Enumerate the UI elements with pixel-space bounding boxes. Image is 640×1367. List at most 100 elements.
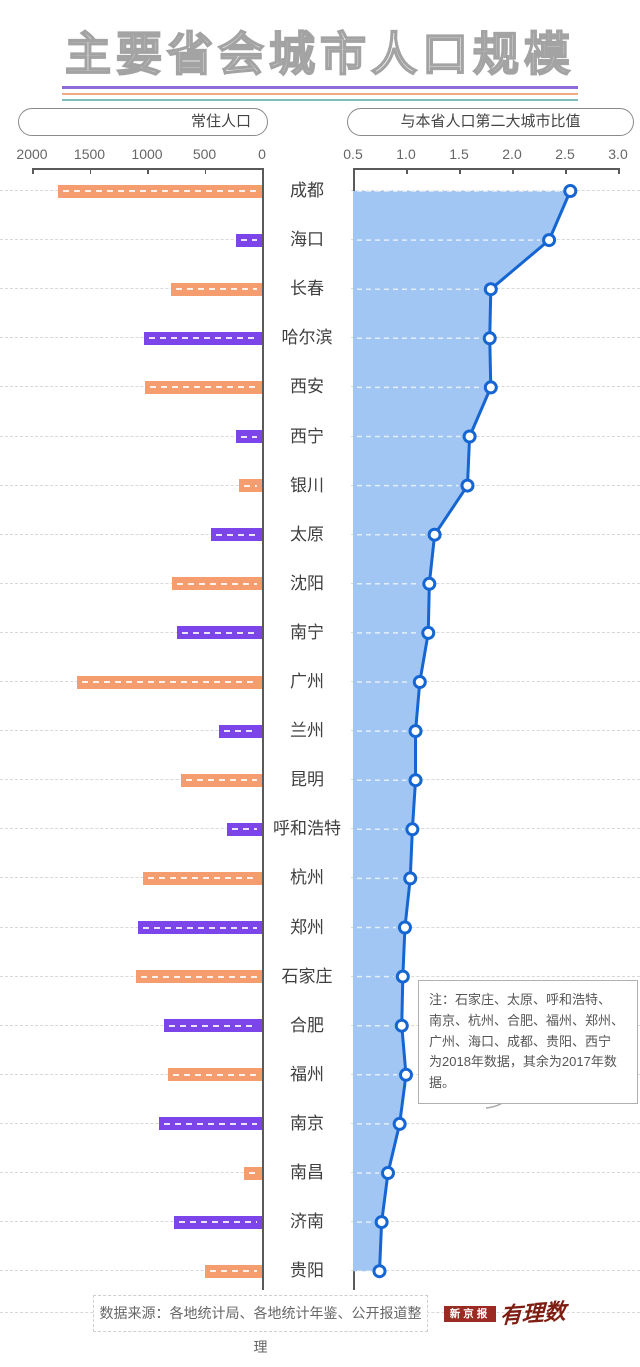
population-bar [218, 724, 262, 738]
left-panel-header-pill: 常住人口 [18, 108, 268, 136]
city-label: 海口 [264, 228, 350, 253]
ratio-point [542, 233, 557, 248]
left-panel-title: 常住人口 [190, 113, 251, 130]
population-bar [168, 1068, 262, 1082]
ratio-axis-tick [512, 168, 514, 174]
bar-dash-pattern [169, 1024, 257, 1027]
ratio-axis-tick [565, 168, 567, 174]
population-bar [171, 282, 262, 296]
city-label: 成都 [264, 179, 350, 203]
ratio-point [408, 724, 423, 739]
bar-dash-pattern [143, 926, 257, 929]
ratio-point [412, 675, 427, 689]
population-bar [164, 1019, 262, 1033]
title-underline-teal [62, 99, 578, 101]
population-bar [159, 1117, 262, 1131]
bar-dash-pattern [241, 239, 257, 242]
bar-dash-pattern [231, 828, 257, 831]
right-panel-header-pill: 与本省人口第二大城市比值 [347, 108, 634, 136]
ratio-point [380, 1166, 395, 1180]
population-axis-tick [89, 168, 91, 174]
bar-dash-pattern [164, 1122, 257, 1125]
source-text: 数据来源：各地统计局、各地统计年鉴、公开报道整理 [99, 1305, 422, 1355]
ratio-axis-tick [618, 168, 620, 174]
bar-dash-pattern [173, 1073, 257, 1076]
population-bar [144, 331, 262, 345]
city-label: 郑州 [264, 915, 350, 940]
ratio-point [403, 871, 418, 886]
city-label: 合肥 [264, 1013, 350, 1038]
ratio-point [408, 773, 423, 788]
note-line: 注：石家庄、太原、呼和浩特、 [429, 992, 612, 1007]
ratio-axis-tick-label: 3.0 [608, 146, 628, 162]
bar-dash-pattern [63, 190, 257, 192]
population-bar [136, 970, 262, 984]
note-line: 广州、海口、成都、贵阳、西宁 [429, 1033, 612, 1049]
ratio-axis-tick-label: 1.0 [396, 146, 416, 162]
city-label: 杭州 [264, 866, 350, 891]
city-label: 西安 [264, 375, 350, 400]
bar-dash-pattern [176, 582, 257, 585]
ratio-point [405, 822, 420, 837]
source-box: 数据来源：各地统计局、各地统计年鉴、公开报道整理 [93, 1295, 428, 1355]
population-bar [142, 871, 262, 885]
ratio-axis-line [353, 168, 618, 170]
bar-dash-pattern [141, 975, 257, 978]
city-label: 沈阳 [264, 571, 350, 596]
page-title: 主要省会城市人口规模 [64, 27, 575, 81]
bar-dash-pattern [181, 631, 257, 634]
city-label: 南昌 [264, 1161, 350, 1185]
population-bar [243, 1166, 262, 1180]
right-panel-title: 与本省人口第二大城市比值 [400, 113, 581, 130]
youlishu-logo: 有理数 [499, 1298, 567, 1329]
population-axis-tick-label: 1000 [131, 146, 163, 162]
note-box: 注：石家庄、太原、呼和浩特、 南京、杭州、合肥、福州、郑州、 广州、海口、成都、贵阳… [418, 980, 638, 1104]
population-bar [226, 822, 262, 836]
population-bar [76, 675, 262, 689]
population-axis-tick [147, 168, 149, 174]
population-bar [171, 577, 262, 591]
population-axis-tick-label: 0 [258, 146, 266, 162]
city-label: 济南 [264, 1210, 350, 1235]
bar-dash-pattern [223, 730, 257, 733]
ratio-point [462, 429, 477, 444]
ratio-point [421, 625, 436, 640]
population-bar [58, 184, 262, 198]
population-bar [145, 380, 262, 394]
city-label: 长春 [264, 277, 350, 302]
population-axis-tick-label: 2000 [16, 146, 48, 162]
population-bar [210, 528, 262, 542]
bar-dash-pattern [176, 288, 257, 291]
ratio-axis-tick-label: 2.5 [555, 146, 575, 162]
population-bar [138, 921, 262, 934]
city-label: 太原 [264, 522, 350, 547]
xinjingbao-logo: 新京报 [444, 1306, 496, 1322]
population-bar [239, 479, 262, 493]
city-label: 南宁 [264, 620, 350, 645]
city-label: 福州 [264, 1062, 350, 1087]
bar-dash-pattern [185, 779, 257, 782]
city-label: 银川 [264, 473, 350, 498]
title-underline-orange [62, 93, 578, 95]
city-label: 兰州 [264, 719, 350, 744]
ratio-point [427, 527, 442, 542]
bar-dash-pattern [179, 1221, 257, 1224]
ratio-point [394, 1018, 409, 1033]
bar-dash-pattern [241, 435, 257, 438]
ratio-point [399, 1067, 413, 1082]
bar-dash-pattern [215, 533, 257, 536]
city-label: 石家庄 [264, 964, 350, 989]
population-axis-tick [32, 168, 34, 174]
city-label: 呼和浩特 [264, 817, 350, 842]
population-bar [180, 773, 262, 787]
bar-dash-pattern [210, 1270, 257, 1273]
ratio-point [563, 184, 578, 198]
ratio-point [392, 1116, 407, 1131]
ratio-axis-tick-label: 0.5 [343, 146, 363, 162]
ratio-point [395, 969, 410, 984]
population-bar [236, 430, 262, 443]
city-label: 昆明 [264, 768, 350, 793]
ratio-point [397, 920, 412, 935]
ratio-point [372, 1264, 387, 1279]
